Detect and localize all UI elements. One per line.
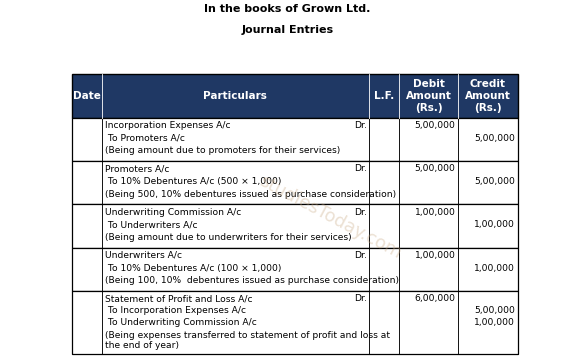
Text: Dr.: Dr. [354, 164, 367, 173]
Text: 6,00,000: 6,00,000 [415, 294, 455, 303]
Text: 1,00,000: 1,00,000 [474, 318, 515, 327]
Bar [399, 248, 458, 291]
Text: Promoters A/c: Promoters A/c [105, 164, 169, 173]
Text: Dr.: Dr. [354, 121, 367, 130]
Bar [72, 74, 518, 118]
Bar [102, 118, 369, 161]
Bar [399, 161, 458, 204]
Bar [369, 204, 399, 248]
Text: 5,00,000: 5,00,000 [474, 134, 515, 143]
Text: Debit
Amount
(Rs.): Debit Amount (Rs.) [405, 79, 451, 113]
Text: 1,00,000: 1,00,000 [474, 264, 515, 273]
Text: (Being 500, 10% debentures issued as purchase consideration): (Being 500, 10% debentures issued as pur… [105, 190, 396, 199]
Bar [369, 291, 399, 354]
Text: Dr.: Dr. [354, 294, 367, 303]
Bar [72, 161, 102, 204]
Text: 5,00,000: 5,00,000 [415, 121, 455, 130]
Text: Date: Date [73, 91, 101, 101]
Bar [458, 248, 518, 291]
Text: To Underwriting Commission A/c: To Underwriting Commission A/c [105, 318, 256, 327]
Text: Credit
Amount
(Rs.): Credit Amount (Rs.) [465, 79, 511, 113]
Text: Statement of Profit and Loss A/c: Statement of Profit and Loss A/c [105, 294, 252, 303]
Bar [458, 118, 518, 161]
Text: 5,00,000: 5,00,000 [415, 164, 455, 173]
Text: Dr.: Dr. [354, 251, 367, 260]
Bar [72, 118, 518, 161]
Text: (Being expenses transferred to statement of profit and loss at
the end of year): (Being expenses transferred to statement… [105, 331, 390, 350]
Text: Dr.: Dr. [354, 208, 367, 217]
Bar [369, 118, 399, 161]
Bar [399, 204, 458, 248]
Bar [72, 118, 102, 161]
Bar [72, 161, 518, 204]
Text: To Promoters A/c: To Promoters A/c [105, 134, 185, 143]
Text: 5,00,000: 5,00,000 [474, 306, 515, 315]
Text: 1,00,000: 1,00,000 [415, 251, 455, 260]
Bar [72, 248, 102, 291]
Text: (Being amount due to promoters for their services): (Being amount due to promoters for their… [105, 146, 340, 155]
Bar [458, 204, 518, 248]
Text: To Incorporation Expenses A/c: To Incorporation Expenses A/c [105, 306, 246, 315]
Text: Particulars: Particulars [204, 91, 267, 101]
Bar [399, 118, 458, 161]
Bar [72, 291, 518, 354]
Bar [102, 291, 369, 354]
Text: (Being amount due to underwriters for their services): (Being amount due to underwriters for th… [105, 233, 351, 242]
Bar [399, 291, 458, 354]
Bar [102, 161, 369, 204]
Bar [72, 248, 518, 291]
Bar [102, 248, 369, 291]
Bar [102, 204, 369, 248]
Text: In the books of Grown Ltd.: In the books of Grown Ltd. [204, 4, 371, 14]
Text: Underwriting Commission A/c: Underwriting Commission A/c [105, 208, 241, 217]
Text: (Being 100, 10%  debentures issued as purchase consideration): (Being 100, 10% debentures issued as pur… [105, 277, 399, 285]
Bar [72, 204, 102, 248]
Text: To 10% Debentures A/c (100 × 1,000): To 10% Debentures A/c (100 × 1,000) [105, 264, 281, 273]
Text: Incorporation Expenses A/c: Incorporation Expenses A/c [105, 121, 231, 130]
Bar [458, 161, 518, 204]
Text: 1,00,000: 1,00,000 [474, 220, 515, 229]
Text: studiesToday.com: studiesToday.com [256, 172, 405, 262]
Text: L.F.: L.F. [374, 91, 394, 101]
Bar [369, 248, 399, 291]
Bar [72, 204, 518, 248]
Bar [369, 161, 399, 204]
Text: Journal Entries: Journal Entries [242, 25, 334, 36]
Bar [72, 291, 102, 354]
Text: To 10% Debentures A/c (500 × 1,000): To 10% Debentures A/c (500 × 1,000) [105, 177, 281, 186]
Text: Underwriters A/c: Underwriters A/c [105, 251, 182, 260]
Text: 1,00,000: 1,00,000 [415, 208, 455, 217]
Text: To Underwriters A/c: To Underwriters A/c [105, 220, 197, 229]
Text: 5,00,000: 5,00,000 [474, 177, 515, 186]
Bar [458, 291, 518, 354]
